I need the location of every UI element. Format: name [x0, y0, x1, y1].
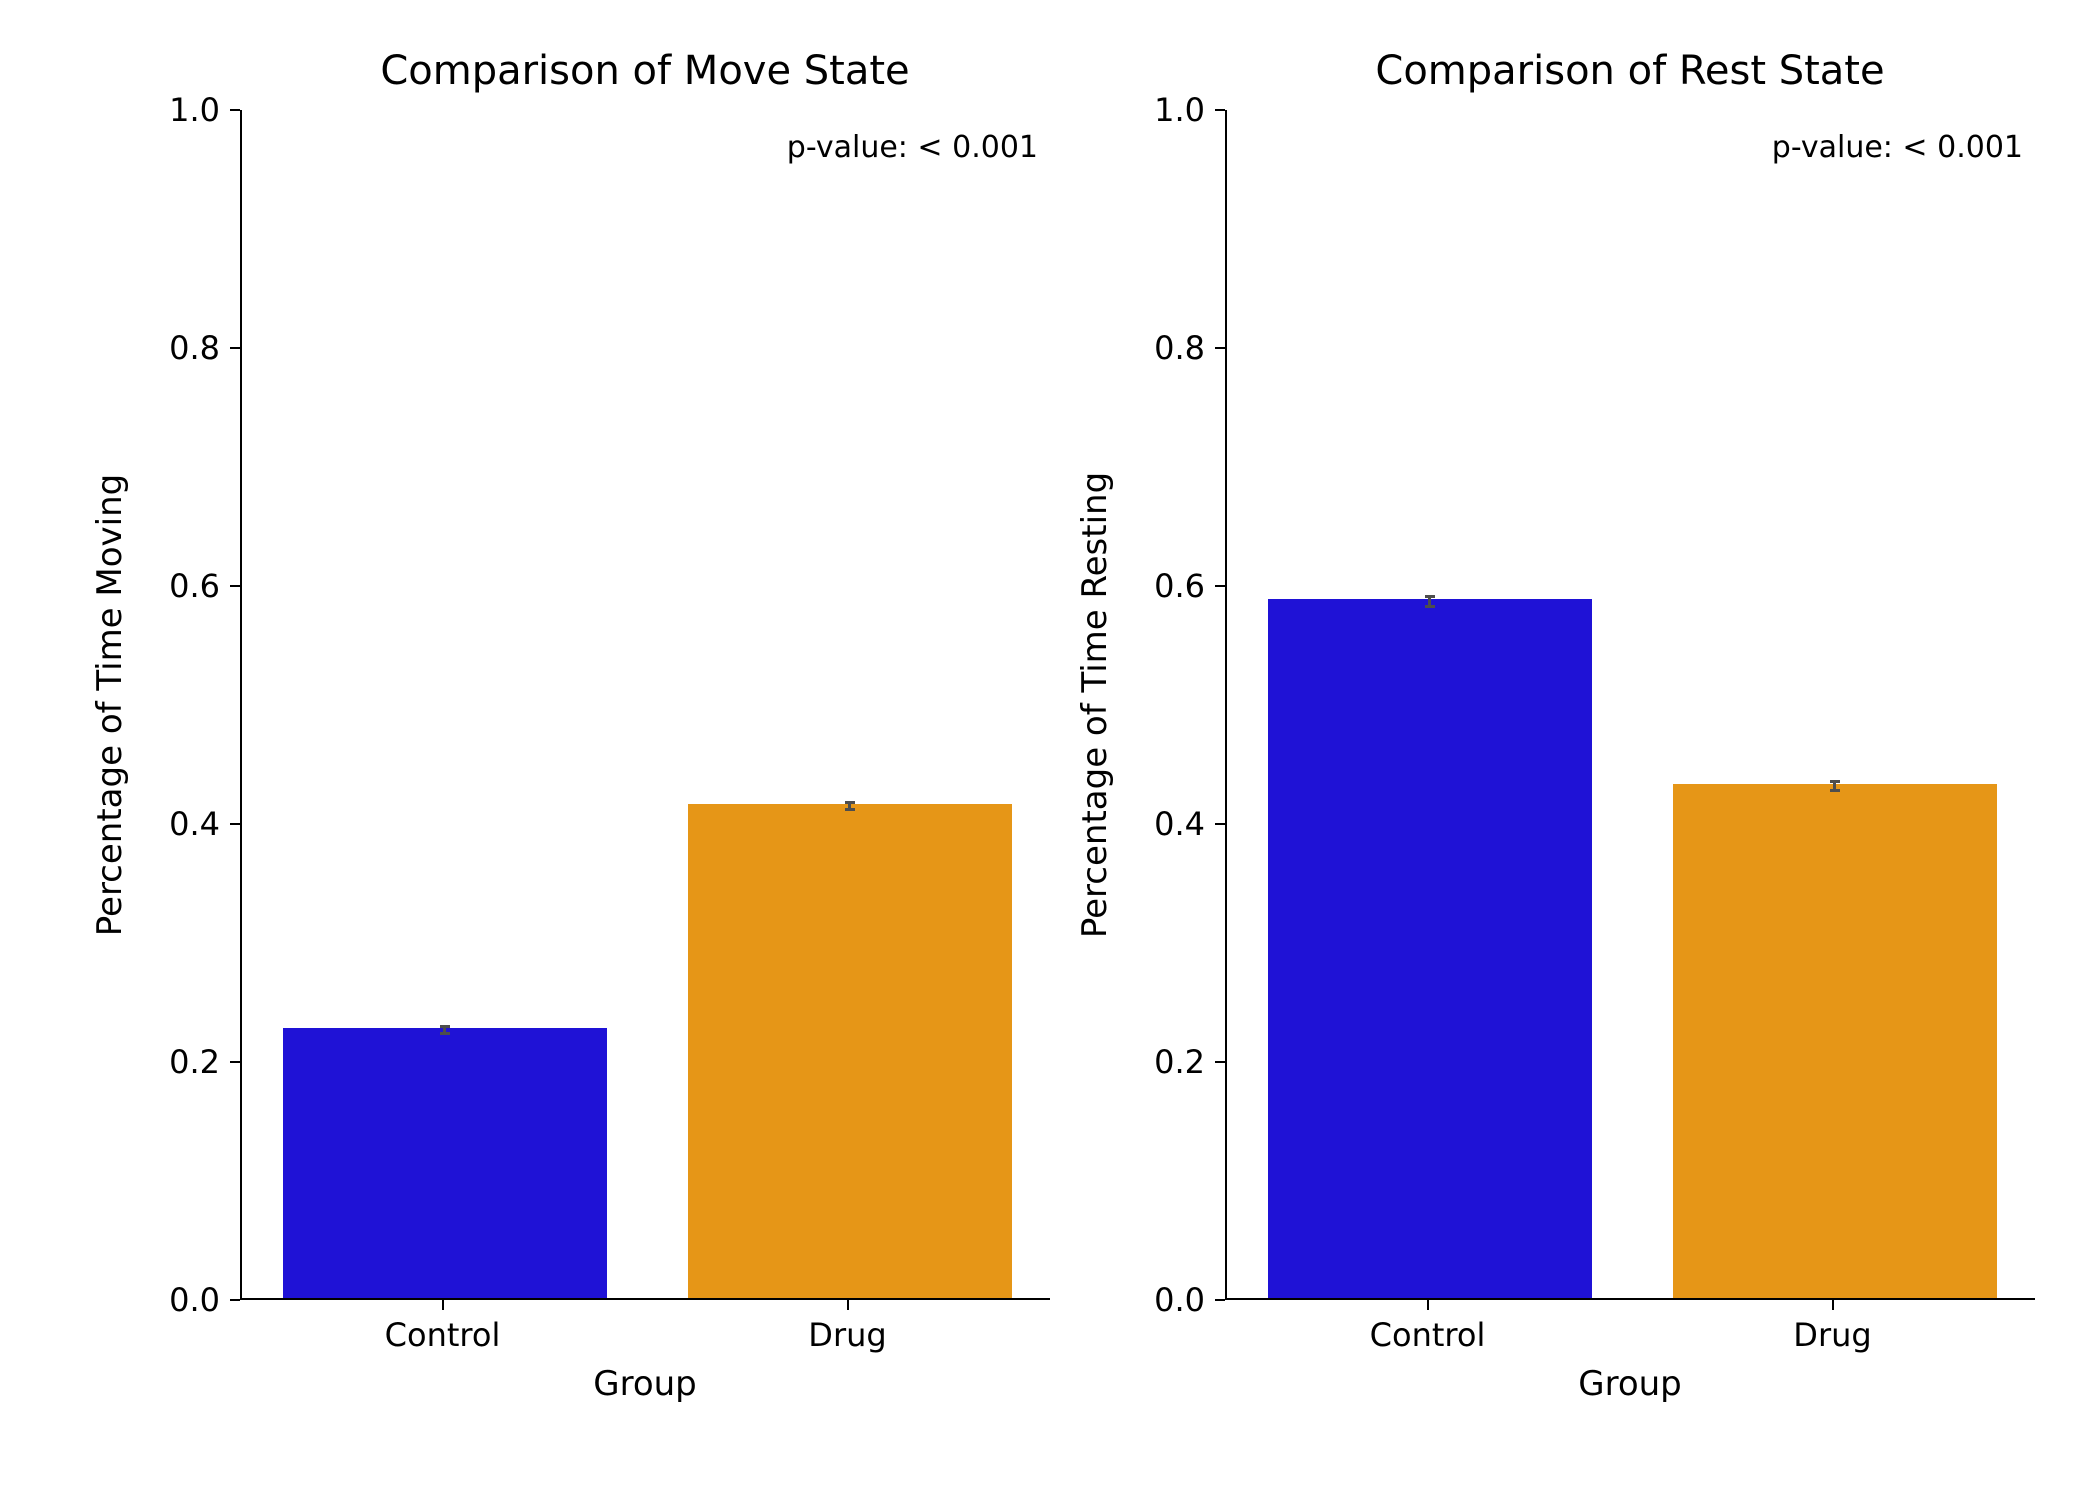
- xtick-mark: [1832, 1300, 1834, 1310]
- ytick-label: 0.8: [1145, 329, 1205, 367]
- pvalue-annotation-rest: p-value: < 0.001: [1772, 130, 2023, 165]
- errorbar-cap: [1830, 780, 1840, 783]
- subplot-rest: 0.0 0.2 0.4 0.6 0.8 1.0 Control Drug Comparison …: [0, 0, 2100, 1500]
- ytick-mark: [1215, 347, 1225, 349]
- errorbar-cap: [1425, 605, 1435, 608]
- errorbar-cap: [1425, 595, 1435, 598]
- y-axis-label-rest: Percentage of Time Resting: [1075, 472, 1115, 938]
- ytick-mark: [1215, 1299, 1225, 1301]
- ytick-label: 1.0: [1145, 91, 1205, 129]
- ytick-label: 0.4: [1145, 805, 1205, 843]
- bar-rest-drug: [1673, 784, 1997, 1298]
- figure: 0.0 0.2 0.4 0.6 0.8 1.0 Control Drug Comparison …: [0, 0, 2100, 1500]
- xtick-mark: [1427, 1300, 1429, 1310]
- xtick-label: Control: [1370, 1316, 1486, 1354]
- chart-title-rest: Comparison of Rest State: [1375, 48, 1884, 94]
- ytick-mark: [1215, 585, 1225, 587]
- bar-rest-control: [1268, 599, 1592, 1298]
- xtick-label: Drug: [1793, 1316, 1871, 1354]
- ytick-label: 0.0: [1145, 1281, 1205, 1319]
- ytick-mark: [1215, 1061, 1225, 1063]
- ytick-label: 0.2: [1145, 1043, 1205, 1081]
- ytick-mark: [1215, 109, 1225, 111]
- x-axis-label-rest: Group: [1578, 1364, 1682, 1404]
- errorbar-cap: [1830, 789, 1840, 792]
- ytick-mark: [1215, 823, 1225, 825]
- ytick-label: 0.6: [1145, 567, 1205, 605]
- plot-area-rest: [1225, 110, 2035, 1300]
